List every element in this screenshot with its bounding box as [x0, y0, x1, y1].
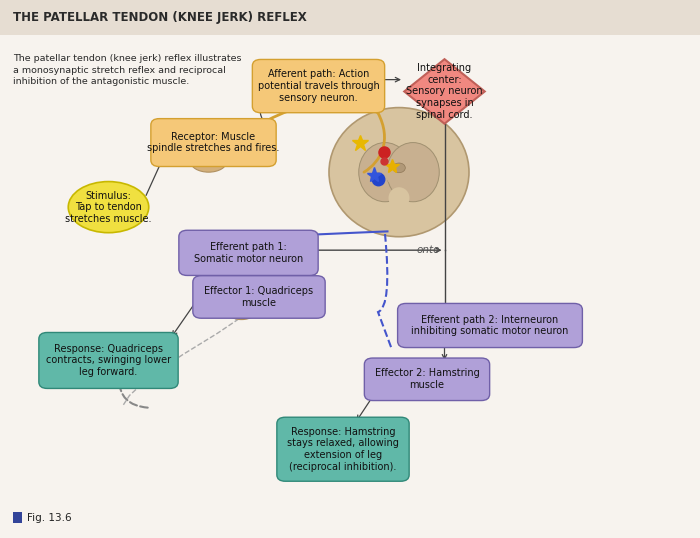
Text: Effector 2: Hamstring
muscle: Effector 2: Hamstring muscle — [374, 369, 480, 390]
FancyBboxPatch shape — [276, 417, 409, 481]
FancyBboxPatch shape — [178, 230, 318, 275]
FancyBboxPatch shape — [0, 0, 700, 35]
Text: Efferent path 2: Interneuron
inhibiting somatic motor neuron: Efferent path 2: Interneuron inhibiting … — [412, 315, 568, 336]
Ellipse shape — [329, 108, 469, 237]
FancyBboxPatch shape — [39, 332, 178, 388]
FancyBboxPatch shape — [193, 276, 325, 318]
Ellipse shape — [223, 294, 260, 320]
Ellipse shape — [385, 157, 413, 187]
Text: THE PATELLAR TENDON (KNEE JERK) REFLEX: THE PATELLAR TENDON (KNEE JERK) REFLEX — [13, 11, 307, 24]
Ellipse shape — [190, 151, 227, 172]
Ellipse shape — [364, 110, 434, 143]
Polygon shape — [200, 158, 211, 165]
Ellipse shape — [389, 187, 410, 209]
FancyBboxPatch shape — [150, 119, 276, 167]
Ellipse shape — [69, 182, 148, 232]
Ellipse shape — [374, 207, 423, 229]
Text: Integrating
center:
Sensory neuron
synapses in
spinal cord.: Integrating center: Sensory neuron synap… — [406, 63, 483, 119]
Circle shape — [393, 163, 405, 173]
FancyBboxPatch shape — [364, 358, 490, 400]
FancyBboxPatch shape — [13, 512, 22, 523]
Text: Afferent path: Action
potential travels through
sensory neuron.: Afferent path: Action potential travels … — [258, 69, 379, 103]
FancyBboxPatch shape — [398, 303, 582, 348]
Polygon shape — [405, 59, 484, 124]
Text: Receptor: Muscle
spindle stretches and fires.: Receptor: Muscle spindle stretches and f… — [147, 132, 280, 153]
Text: Response: Hamstring
stays relaxed, allowing
extension of leg
(reciprocal inhibit: Response: Hamstring stays relaxed, allow… — [287, 427, 399, 472]
Text: The patellar tendon (knee jerk) reflex illustrates
a monosynaptic stretch reflex: The patellar tendon (knee jerk) reflex i… — [13, 54, 241, 87]
Text: Fig. 13.6: Fig. 13.6 — [27, 513, 71, 522]
Ellipse shape — [386, 143, 440, 202]
Text: Effector 1: Quadriceps
muscle: Effector 1: Quadriceps muscle — [204, 286, 314, 308]
Text: Response: Quadriceps
contracts, swinging lower
leg forward.: Response: Quadriceps contracts, swinging… — [46, 344, 171, 377]
Text: onto: onto — [416, 245, 440, 255]
Text: Stimulus:
Tap to tendon
stretches muscle.: Stimulus: Tap to tendon stretches muscle… — [65, 190, 152, 224]
FancyBboxPatch shape — [252, 60, 385, 113]
Text: Efferent path 1:
Somatic motor neuron: Efferent path 1: Somatic motor neuron — [194, 242, 303, 264]
Ellipse shape — [358, 143, 411, 202]
